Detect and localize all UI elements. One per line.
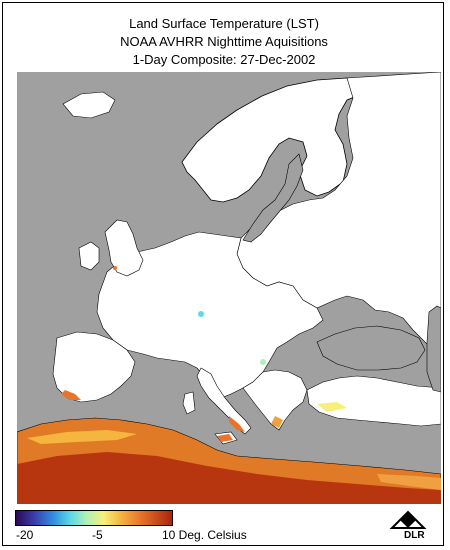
scandinavia-land <box>181 77 368 203</box>
legend-min-label: -20 <box>16 528 34 542</box>
middle-east-warm <box>377 474 441 490</box>
southern-italy-warm <box>229 416 245 432</box>
atlas-cool-band <box>27 430 137 444</box>
great-britain-land <box>104 219 144 277</box>
legend-max-label: 10 Deg. Celsius <box>162 528 247 542</box>
map-title: Land Surface Temperature (LST) <box>129 16 319 31</box>
greece-warm <box>271 416 283 428</box>
legend-mid-label: -5 <box>92 528 103 542</box>
turkey-coast-warm <box>317 402 347 412</box>
black-sea <box>316 325 426 371</box>
italy-land <box>196 367 252 435</box>
iberia-coast-warm <box>61 390 81 400</box>
sicily-warm <box>217 434 233 442</box>
europe-lst-map <box>17 72 441 504</box>
map-date: 1-Day Composite: 27-Dec-2002 <box>132 52 316 67</box>
sardinia-land <box>182 391 196 415</box>
iberia-land <box>52 331 136 403</box>
balkans-cool-spot <box>260 359 266 365</box>
map-subtitle: NOAA AVHRR Nighttime Aquisitions <box>120 34 328 49</box>
iceland-land <box>62 91 116 119</box>
dlr-logo-text: DLR <box>404 530 425 541</box>
adriatic-cool-spot <box>198 311 204 317</box>
central-europe-land <box>96 231 324 399</box>
temperature-color-scale <box>15 510 173 526</box>
sahara-hot-band <box>17 452 441 504</box>
ireland-land <box>78 241 100 271</box>
anatolia-land <box>306 375 441 427</box>
britain-warm-spot <box>113 266 117 270</box>
caspian-sea <box>426 305 441 393</box>
balkans-land <box>242 369 308 431</box>
baltic-sea <box>242 153 304 243</box>
dlr-logo-icon <box>389 510 427 529</box>
